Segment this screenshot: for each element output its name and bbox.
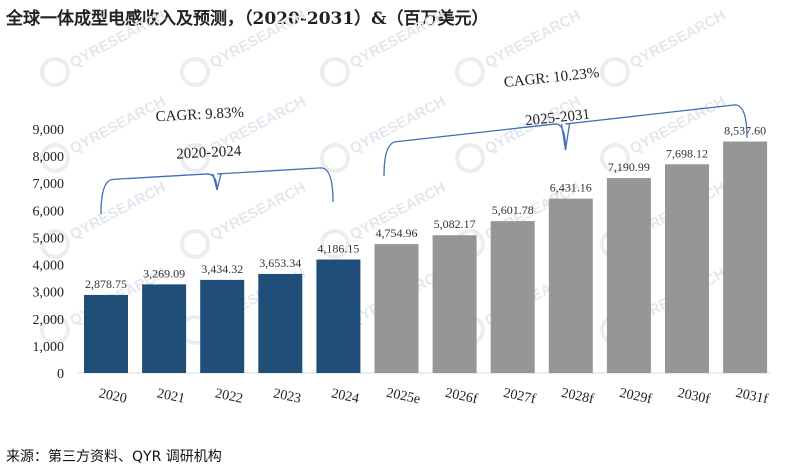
x-tick-label: 2026f [444, 386, 479, 408]
cagr-label: CAGR: 10.23% [503, 65, 600, 91]
watermark-logo: QYRESEARCH [455, 93, 584, 173]
data-label: 3,434.32 [201, 262, 243, 276]
watermark-text: QYRESEARCH [67, 93, 168, 158]
chart-title: 全球一体成型电感收入及预测，（2020-2031）&（百万美元） [6, 9, 489, 29]
data-label: 2,878.75 [85, 277, 127, 291]
watermark-text: QYRESEARCH [207, 179, 308, 244]
watermark-circle [455, 143, 485, 173]
y-axis: 0 1,000 2,000 3,000 4,000 5,000 6,000 7,000 8,00… [33, 123, 770, 382]
y-tick-label: 7,000 [33, 177, 65, 192]
cagr-label: CAGR: 9.83% [155, 105, 244, 126]
bracket-tip [212, 173, 222, 191]
y-tick-label: 1,000 [33, 340, 65, 355]
x-tick-label: 2024 [330, 386, 361, 406]
data-label: 6,431.16 [550, 181, 592, 195]
data-label: 5,082.17 [434, 217, 476, 231]
bar [606, 178, 651, 373]
bar [548, 198, 593, 373]
watermark-circle [180, 229, 210, 259]
y-tick-label: 5,000 [33, 231, 65, 246]
watermark-text: QYRESEARCH [482, 7, 583, 72]
period-bracket [383, 104, 748, 177]
data-label: 7,190.99 [608, 160, 650, 174]
y-tick-label: 4,000 [33, 259, 65, 274]
x-tick-label: 2029f [618, 386, 653, 408]
watermark-circle [40, 315, 70, 345]
watermark-logo: QYRESEARCH [600, 7, 729, 87]
bar [84, 294, 128, 373]
data-label: 3,269.09 [143, 266, 185, 280]
data-label: 8,537.60 [724, 124, 766, 138]
period-bracket [100, 167, 334, 215]
x-tick-label: 2025e [385, 386, 422, 408]
x-tick-label: 2020 [97, 386, 128, 406]
bar [200, 279, 245, 373]
data-label: 7,698.12 [666, 146, 708, 160]
x-tick-label: 2031f [734, 386, 769, 408]
watermark-circle [40, 143, 70, 173]
bar [142, 284, 187, 373]
watermark-circle [320, 57, 350, 87]
bar [374, 244, 419, 373]
watermark-logo: QYRESEARCH [320, 7, 449, 87]
watermark-logo: QYRESEARCH [180, 7, 309, 87]
watermark-text: QYRESEARCH [627, 7, 728, 72]
watermark-text: QYRESEARCH [207, 7, 308, 72]
y-tick-label: 6,000 [33, 204, 65, 219]
value-labels: 2,878.75 3,269.09 3,434.32 3,653.34 4,186.15… [85, 124, 766, 291]
watermark-circle [40, 229, 70, 259]
period-label: 2025-2031 [524, 107, 590, 130]
watermark-logo: QYRESEARCH [320, 93, 449, 173]
watermark-circle [600, 143, 630, 173]
source-note: 来源：第三方资料、QYR 调研机构 [6, 449, 222, 465]
x-tick-label: 2023 [272, 386, 303, 406]
bar-chart: QYRESEARCH QYRESEARCH QYRESEARCH QYRESEARCH… [33, 7, 770, 408]
x-axis: 2020 2021 2022 2023 2024 2025e 2026f 2027f 2028f… [97, 386, 769, 408]
y-tick-label: 2,000 [33, 313, 65, 328]
watermark-circle [180, 57, 210, 87]
bracket-tip [560, 123, 571, 151]
watermark-circle [320, 143, 350, 173]
bar [258, 273, 303, 373]
y-tick-label: 8,000 [33, 150, 65, 165]
x-tick-label: 2021 [156, 386, 187, 406]
watermark-logo: QYRESEARCH [180, 93, 309, 173]
watermark-text: QYRESEARCH [67, 7, 168, 72]
x-tick-label: 2022 [214, 386, 245, 406]
watermark-text: QYRESEARCH [347, 7, 448, 72]
bars [84, 141, 768, 373]
watermark-circle [320, 229, 350, 259]
data-label: 5,601.78 [492, 203, 534, 217]
watermark-logo: QYRESEARCH [180, 179, 309, 259]
y-tick-label: 9,000 [33, 123, 65, 138]
data-label: 4,754.96 [376, 226, 418, 240]
watermark-text: QYRESEARCH [347, 93, 448, 158]
x-tick-label: 2028f [560, 386, 595, 408]
data-label: 4,186.15 [317, 242, 359, 256]
y-tick-label: 0 [57, 367, 64, 382]
data-label: 3,653.34 [259, 256, 301, 270]
bar [723, 141, 768, 373]
bar [432, 235, 477, 373]
watermark-logo: QYRESEARCH [40, 7, 169, 87]
bar [490, 221, 535, 373]
watermark-circle [600, 57, 630, 87]
y-tick-label: 3,000 [33, 286, 65, 301]
x-tick-label: 2030f [676, 386, 711, 408]
watermark-text: QYRESEARCH [67, 179, 168, 244]
watermark-circle [455, 57, 485, 87]
bar [316, 259, 361, 373]
bar [665, 164, 709, 373]
period-label: 2020-2024 [176, 143, 242, 162]
watermark-circle [180, 143, 210, 173]
watermark-circle [40, 57, 70, 87]
cagr-annotations: 2020-2024 CAGR: 9.83% 2025-2031 CAGR: 10.23… [100, 65, 748, 215]
x-tick-label: 2027f [502, 386, 537, 408]
